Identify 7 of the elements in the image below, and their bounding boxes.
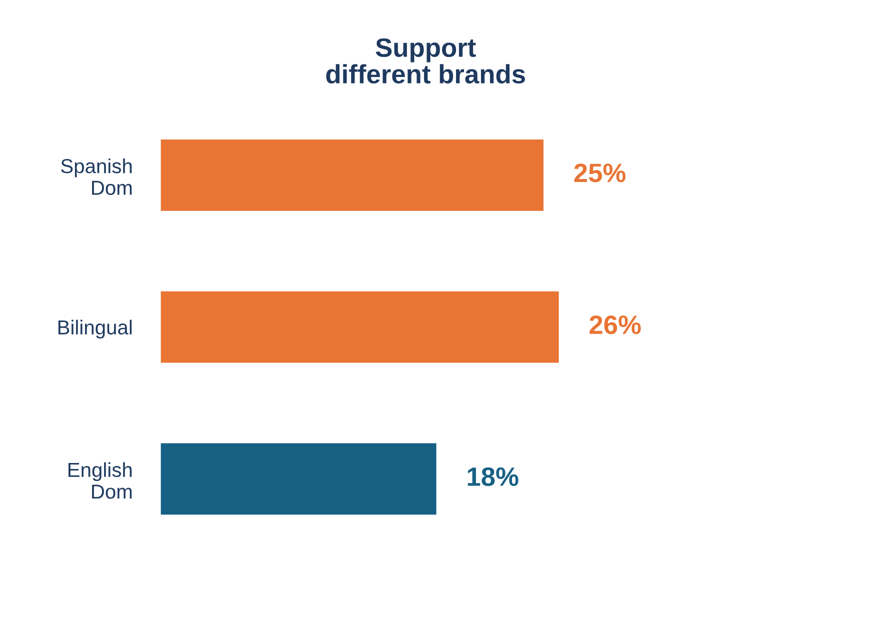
y-tick-label: English Dom	[68, 462, 132, 499]
data-label: 18%	[468, 467, 518, 486]
chart-title: Support different brands	[326, 38, 525, 84]
data-label: 25%	[574, 164, 626, 182]
y-tick-label: Bilingual	[58, 320, 132, 339]
data-label: 26%	[590, 315, 641, 334]
y-tick-label: Spanish Dom	[61, 158, 132, 195]
